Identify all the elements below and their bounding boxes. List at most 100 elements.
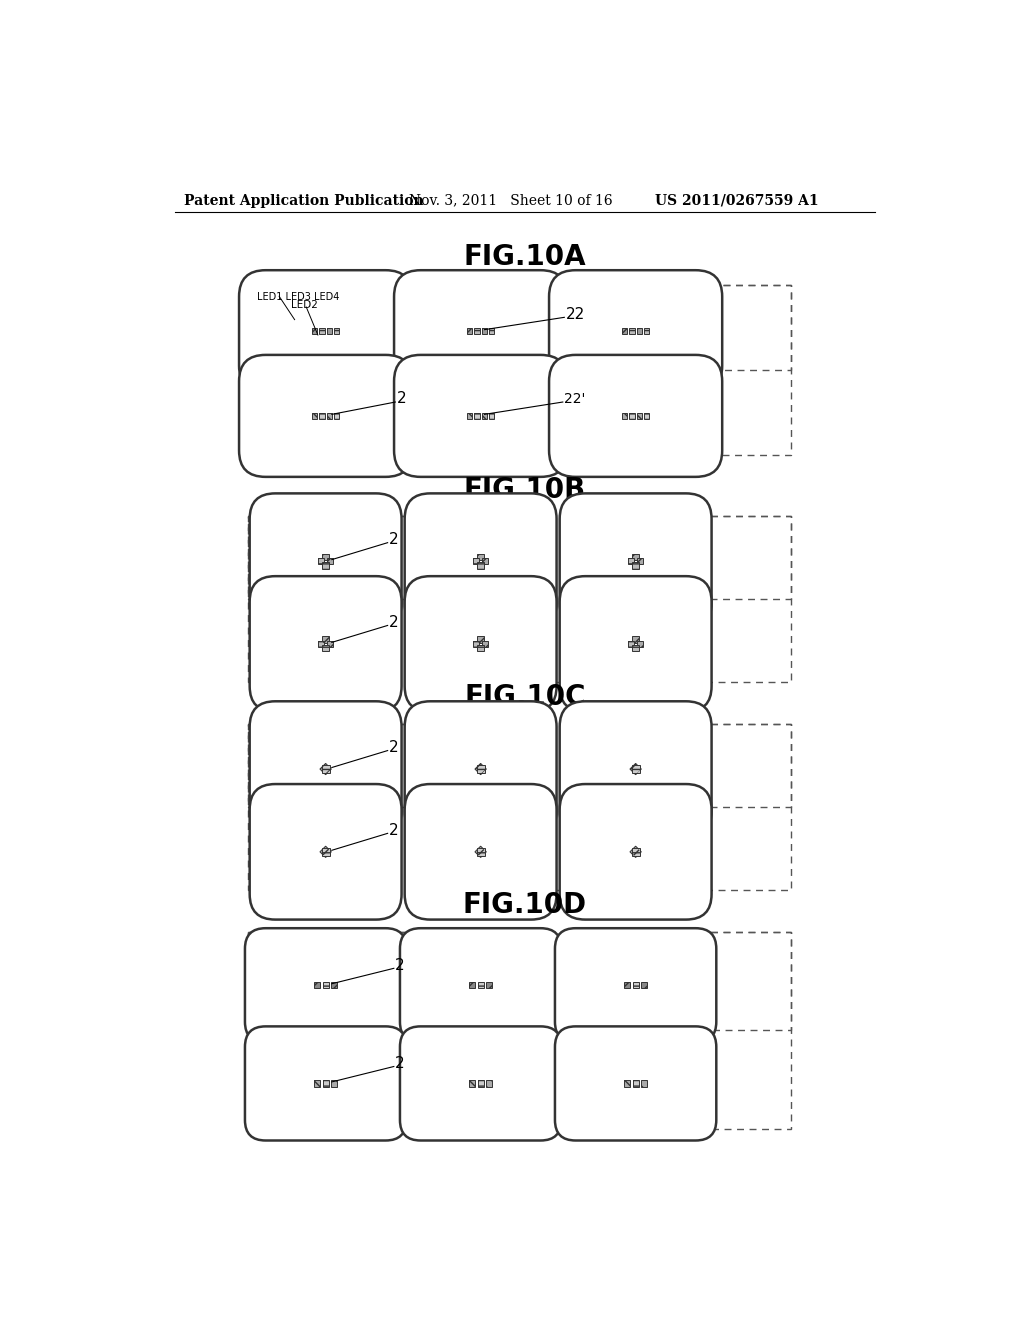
- Bar: [486, 1080, 493, 1086]
- FancyBboxPatch shape: [560, 494, 712, 628]
- Bar: [628, 640, 635, 647]
- Bar: [322, 847, 330, 855]
- Bar: [637, 558, 643, 564]
- Bar: [319, 329, 325, 334]
- Bar: [475, 846, 486, 858]
- Text: 2: 2: [389, 822, 398, 838]
- Bar: [322, 847, 330, 855]
- Bar: [486, 982, 493, 989]
- Bar: [482, 558, 488, 564]
- Bar: [644, 413, 649, 418]
- Bar: [322, 766, 330, 774]
- Bar: [481, 329, 487, 334]
- Bar: [477, 562, 483, 569]
- Bar: [482, 558, 488, 564]
- FancyBboxPatch shape: [555, 928, 717, 1043]
- FancyBboxPatch shape: [560, 701, 712, 837]
- FancyBboxPatch shape: [400, 928, 561, 1043]
- Text: 2: 2: [397, 392, 407, 407]
- Bar: [476, 847, 484, 855]
- Bar: [334, 329, 339, 334]
- Bar: [312, 413, 317, 418]
- FancyBboxPatch shape: [404, 784, 557, 920]
- Text: FIG.10B: FIG.10B: [464, 475, 586, 503]
- Bar: [473, 640, 479, 647]
- Bar: [637, 640, 643, 647]
- Bar: [630, 846, 641, 858]
- Bar: [641, 1080, 647, 1086]
- Bar: [488, 413, 495, 418]
- Text: 2: 2: [389, 532, 398, 546]
- Bar: [628, 558, 635, 564]
- Bar: [477, 636, 483, 643]
- Bar: [630, 846, 641, 858]
- FancyBboxPatch shape: [245, 928, 407, 1043]
- Bar: [323, 645, 329, 651]
- Bar: [641, 1080, 647, 1086]
- Bar: [486, 982, 493, 989]
- Bar: [318, 640, 325, 647]
- Bar: [477, 553, 483, 560]
- Bar: [637, 329, 642, 334]
- Bar: [641, 982, 647, 989]
- Bar: [319, 846, 332, 858]
- Bar: [644, 329, 649, 334]
- FancyBboxPatch shape: [549, 271, 722, 392]
- Bar: [633, 982, 639, 989]
- FancyBboxPatch shape: [404, 701, 557, 837]
- Bar: [624, 1080, 630, 1086]
- Bar: [622, 329, 628, 334]
- Bar: [628, 640, 635, 647]
- Bar: [481, 413, 487, 418]
- Bar: [474, 413, 479, 418]
- Bar: [469, 982, 475, 989]
- Bar: [476, 847, 484, 855]
- Bar: [477, 1080, 483, 1086]
- FancyBboxPatch shape: [394, 355, 567, 477]
- FancyBboxPatch shape: [250, 784, 401, 920]
- FancyBboxPatch shape: [404, 576, 557, 711]
- Bar: [467, 413, 472, 418]
- Bar: [477, 645, 483, 651]
- Text: 2: 2: [389, 741, 398, 755]
- Bar: [632, 847, 640, 855]
- Bar: [319, 763, 332, 775]
- Text: FIG.10D: FIG.10D: [463, 891, 587, 919]
- Bar: [486, 1080, 493, 1086]
- Bar: [331, 982, 337, 989]
- Bar: [323, 1080, 329, 1086]
- Bar: [334, 413, 339, 418]
- Text: LED2: LED2: [291, 301, 317, 310]
- FancyBboxPatch shape: [250, 576, 401, 711]
- Bar: [630, 763, 641, 775]
- Bar: [331, 1080, 337, 1086]
- Bar: [323, 553, 329, 560]
- Bar: [633, 645, 639, 651]
- Bar: [319, 329, 325, 334]
- Bar: [469, 1080, 475, 1086]
- Bar: [327, 558, 333, 564]
- FancyBboxPatch shape: [555, 1027, 717, 1140]
- Bar: [476, 766, 484, 774]
- Bar: [327, 329, 332, 334]
- FancyBboxPatch shape: [250, 494, 401, 628]
- Bar: [474, 413, 479, 418]
- Text: 2: 2: [395, 958, 406, 973]
- Bar: [622, 413, 628, 418]
- FancyBboxPatch shape: [239, 271, 413, 392]
- Text: 2: 2: [395, 1056, 406, 1071]
- Bar: [476, 766, 484, 774]
- Bar: [624, 982, 630, 989]
- Bar: [637, 413, 642, 418]
- Bar: [475, 846, 486, 858]
- Bar: [319, 763, 332, 775]
- Text: Nov. 3, 2011   Sheet 10 of 16: Nov. 3, 2011 Sheet 10 of 16: [410, 194, 613, 207]
- Bar: [327, 558, 333, 564]
- FancyBboxPatch shape: [404, 494, 557, 628]
- Bar: [469, 982, 475, 989]
- Bar: [323, 562, 329, 569]
- Bar: [334, 413, 339, 418]
- Bar: [318, 640, 325, 647]
- Bar: [318, 558, 325, 564]
- Bar: [628, 558, 635, 564]
